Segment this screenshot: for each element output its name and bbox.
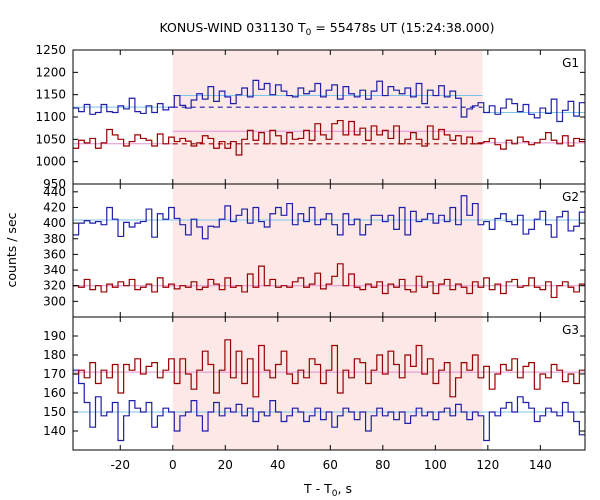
g2-ytick-label: 300 [43, 294, 66, 308]
x-axis-label: T - T0, s [303, 481, 352, 499]
g2-label: G2 [562, 190, 579, 204]
g2-ytick-label: 360 [43, 247, 66, 261]
g1-label: G1 [562, 56, 579, 70]
xtick-label: 120 [476, 458, 499, 472]
g2-series-blue [73, 195, 585, 240]
g1-ytick-label: 950 [43, 177, 66, 191]
g3-ytick-label: 140 [43, 424, 66, 438]
g3-series-red [73, 339, 585, 398]
g3-series-blue [73, 369, 585, 442]
y-axis-label: counts / sec [4, 212, 19, 287]
xtick-label: 80 [375, 458, 390, 472]
g2-ytick-label: 440 [43, 185, 66, 199]
g2-series-red [73, 263, 585, 299]
xtick-label: 0 [169, 458, 177, 472]
g2-ytick-label: 340 [43, 263, 66, 277]
xtick-label: 60 [323, 458, 338, 472]
g2-ytick-label: 420 [43, 200, 66, 214]
plot-layer: 950100010501100115012001250G130032034036… [35, 43, 586, 472]
g1-ytick-label: 1250 [35, 43, 66, 57]
chart-title-subscript: 0 [306, 28, 312, 38]
xtick-label: 100 [424, 458, 447, 472]
x-axis-label-subscript: 0 [332, 489, 338, 499]
g1-series-blue [73, 79, 585, 123]
g1-ytick-label: 1050 [35, 132, 66, 146]
x-axis-label-rest: , s [338, 481, 352, 496]
g1-ytick-label: 1150 [35, 88, 66, 102]
chart-title-main: KONUS-WIND 031130 T [159, 20, 305, 35]
g3-ytick-label: 160 [43, 386, 66, 400]
g3-ytick-label: 150 [43, 405, 66, 419]
g1-ytick-label: 1100 [35, 110, 66, 124]
g3-frame [72, 316, 586, 451]
x-axis-label-main: T - T [303, 481, 332, 496]
g1-ytick-label: 1200 [35, 65, 66, 79]
g3-label: G3 [562, 323, 579, 337]
xtick-label: 140 [529, 458, 552, 472]
xtick-label: 40 [270, 458, 285, 472]
g3-ytick-label: 170 [43, 367, 66, 381]
chart-title: KONUS-WIND 031130 T0 = 55478s UT (15:24:… [159, 20, 494, 38]
g3-ytick-label: 180 [43, 348, 66, 362]
g2-ytick-label: 380 [43, 232, 66, 246]
g2-ytick-label: 400 [43, 216, 66, 230]
g2-ytick-label: 320 [43, 279, 66, 293]
chart-title-rest: = 55478s UT (15:24:38.000) [311, 20, 494, 35]
xtick-label: -20 [110, 458, 130, 472]
g3-ytick-label: 190 [43, 329, 66, 343]
xtick-label: 20 [218, 458, 233, 472]
g1-series-red [73, 119, 585, 156]
g1-ytick-label: 1000 [35, 155, 66, 169]
highlight-interval [172, 50, 483, 450]
panel-g3: 140 150 160 170 180 190 G3 [43, 316, 586, 451]
